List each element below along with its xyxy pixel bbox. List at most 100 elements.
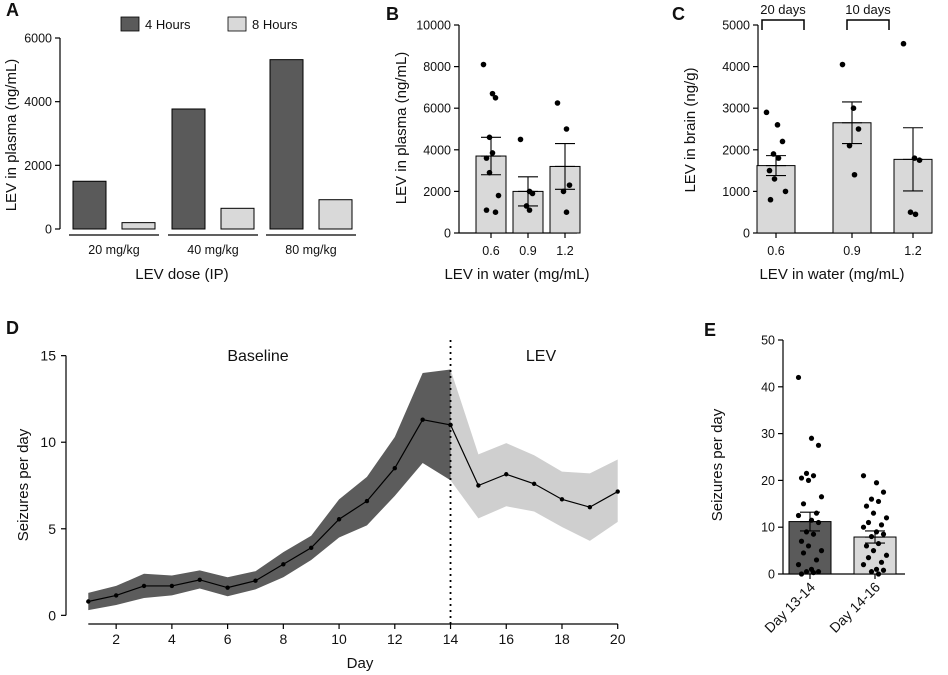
panel-c-data-point	[912, 211, 919, 218]
panel-e-data-point	[868, 496, 875, 502]
panel-c-data-point	[771, 176, 778, 182]
panel-a-marks: 0 2000 4000 6000 20 mg/kg 40 mg/kg 80 mg/kg	[24, 32, 356, 257]
panel-c-data-point	[775, 155, 782, 161]
panel-b-y-tick-label: 6000	[423, 102, 451, 116]
region-label-lev: LEV	[526, 348, 557, 365]
panel-b-data-point	[486, 134, 493, 141]
panel-d-baseline-line-point	[141, 583, 147, 589]
panel-c-x-tick-label: 1.2	[904, 244, 921, 258]
panel-d-x-tick-label: 10	[331, 631, 347, 647]
legend-label-4h: 4 Hours	[145, 17, 191, 32]
panel-e-data-point	[813, 557, 820, 563]
panel-a-y-tick-label: 6000	[24, 32, 52, 46]
panel-b: 0 2000 4000 6000 8000 10000 0.6 0.9 1.2 LEV in w…	[393, 19, 590, 284]
panel-c-y-tick-label: 1000	[722, 185, 750, 199]
panel-e-data-point	[878, 522, 885, 528]
panel-d-marks: 0 5 10 15 2 4 6 8 10 12 14 16 18 20	[40, 340, 626, 647]
panel-a: 0 2000 4000 6000 20 mg/kg 40 mg/kg 80 mg/kg 4 …	[3, 16, 356, 283]
panel-c-data-point	[916, 157, 923, 163]
panel-c: 0 1000 2000 3000 4000 5000 0.6 0.9 1.2 LEV in wa…	[682, 2, 933, 283]
panel-e-data-point	[808, 435, 815, 441]
panel-e-data-point	[868, 569, 875, 575]
panel-d-baseline-band	[88, 369, 451, 611]
panel-e-y-tick-label: 30	[761, 427, 775, 441]
panel-e-data-point	[880, 489, 887, 495]
panel-a-x-tick-label: 20 mg/kg	[88, 243, 139, 257]
panel-d-baseline-line-point	[169, 583, 175, 589]
panel-letter-e: E	[704, 320, 716, 340]
panel-c-data-point	[770, 151, 777, 157]
panel-e-data-point	[860, 473, 867, 479]
panel-e-data-point	[883, 515, 890, 521]
panel-c-y-tick-label: 3000	[722, 102, 750, 116]
panel-e-data-point	[795, 512, 802, 519]
panel-b-data-point	[495, 192, 502, 199]
panel-a-y-tick-label: 4000	[24, 95, 52, 109]
panel-e-data-point	[870, 548, 877, 554]
panel-e-data-point	[878, 559, 885, 565]
panel-e-data-point	[880, 567, 887, 573]
panel-b-x-tick-label: 0.6	[482, 244, 499, 258]
panel-e-y-tick-label: 0	[768, 568, 775, 582]
panel-d-x-tick-label: 18	[554, 631, 570, 647]
panel-c-x-tick-label: 0.6	[767, 244, 784, 258]
panel-d-x-tick-label: 16	[498, 631, 514, 647]
panel-b-x-tick-label: 1.2	[556, 244, 573, 258]
panel-e-data-point	[860, 562, 867, 568]
panel-e-ylabel: Seizures per day	[709, 408, 726, 521]
panel-letter-d: D	[6, 318, 19, 338]
panel-letter-a: A	[6, 0, 19, 20]
panel-d-baseline-line-point	[281, 562, 286, 567]
panel-b-data-point	[489, 90, 496, 97]
panel-d-baseline-line-point	[420, 417, 425, 422]
panel-d-baseline-line-point	[225, 585, 230, 590]
panel-d-lev-band	[450, 369, 618, 541]
panel-d-x-tick-label: 14	[443, 631, 459, 647]
panel-e-data-point	[873, 480, 880, 486]
panel-e-data-point	[865, 519, 872, 526]
panel-c-data-point	[907, 209, 914, 215]
panel-b-data-point	[563, 209, 570, 215]
panel-e-y-tick-label: 50	[761, 334, 775, 348]
panel-b-data-point	[517, 136, 524, 143]
panel-b-data-point	[554, 100, 561, 106]
panel-letter-c: C	[672, 4, 685, 24]
panel-a-x-tick-label: 80 mg/kg	[285, 243, 336, 257]
panel-e-data-point	[810, 569, 817, 576]
panel-a-bar-8h	[318, 199, 353, 230]
panel-e-data-point	[810, 473, 817, 479]
panel-b-data-point	[483, 207, 490, 213]
panel-b-y-tick-label: 4000	[423, 143, 451, 157]
panel-e-data-point	[800, 501, 807, 507]
panel-d-baseline-line-point	[253, 578, 258, 583]
panel-a-xlabel: LEV dose (IP)	[135, 266, 228, 283]
panel-e-data-point	[798, 475, 805, 481]
panel-a-legend: 4 Hours 8 Hours	[120, 16, 298, 32]
panel-c-annotations: 20 days 10 days	[760, 2, 891, 30]
panel-e-data-point	[795, 562, 802, 568]
panel-c-data-point	[855, 126, 862, 132]
panel-e-x-tick-label: Day 14-16	[826, 579, 883, 636]
panel-d-ylabel: Seizures per day	[15, 428, 32, 541]
annotation-10-days: 10 days	[845, 2, 891, 17]
panel-b-data-point	[492, 209, 499, 215]
panel-d-x-tick-label: 6	[224, 631, 232, 647]
panel-c-data-point	[900, 40, 907, 47]
panel-c-y-tick-label: 4000	[722, 60, 750, 74]
annotation-20-days: 20 days	[760, 2, 806, 17]
panel-e-data-point	[795, 374, 802, 381]
panel-e-data-point	[818, 548, 825, 554]
panel-letter-b: B	[386, 4, 399, 24]
panel-b-x-tick-label: 0.9	[519, 244, 536, 258]
panel-d-baseline-line-point	[392, 465, 397, 471]
panel-d-baseline-line-point	[336, 517, 342, 522]
panel-e-data-point	[818, 494, 825, 500]
panel-e-data-point	[808, 517, 815, 523]
panel-e-data-point	[810, 531, 817, 537]
panel-e-x-tick-label: Day 13-14	[761, 579, 818, 636]
panel-d-lev-line-point	[587, 504, 593, 510]
panel-e-data-point	[815, 442, 822, 448]
panel-d-baseline-line-point	[86, 599, 91, 604]
panel-c-ylabel: LEV in brain (ng/g)	[682, 67, 699, 192]
panel-d-y-tick-label: 15	[40, 348, 56, 364]
